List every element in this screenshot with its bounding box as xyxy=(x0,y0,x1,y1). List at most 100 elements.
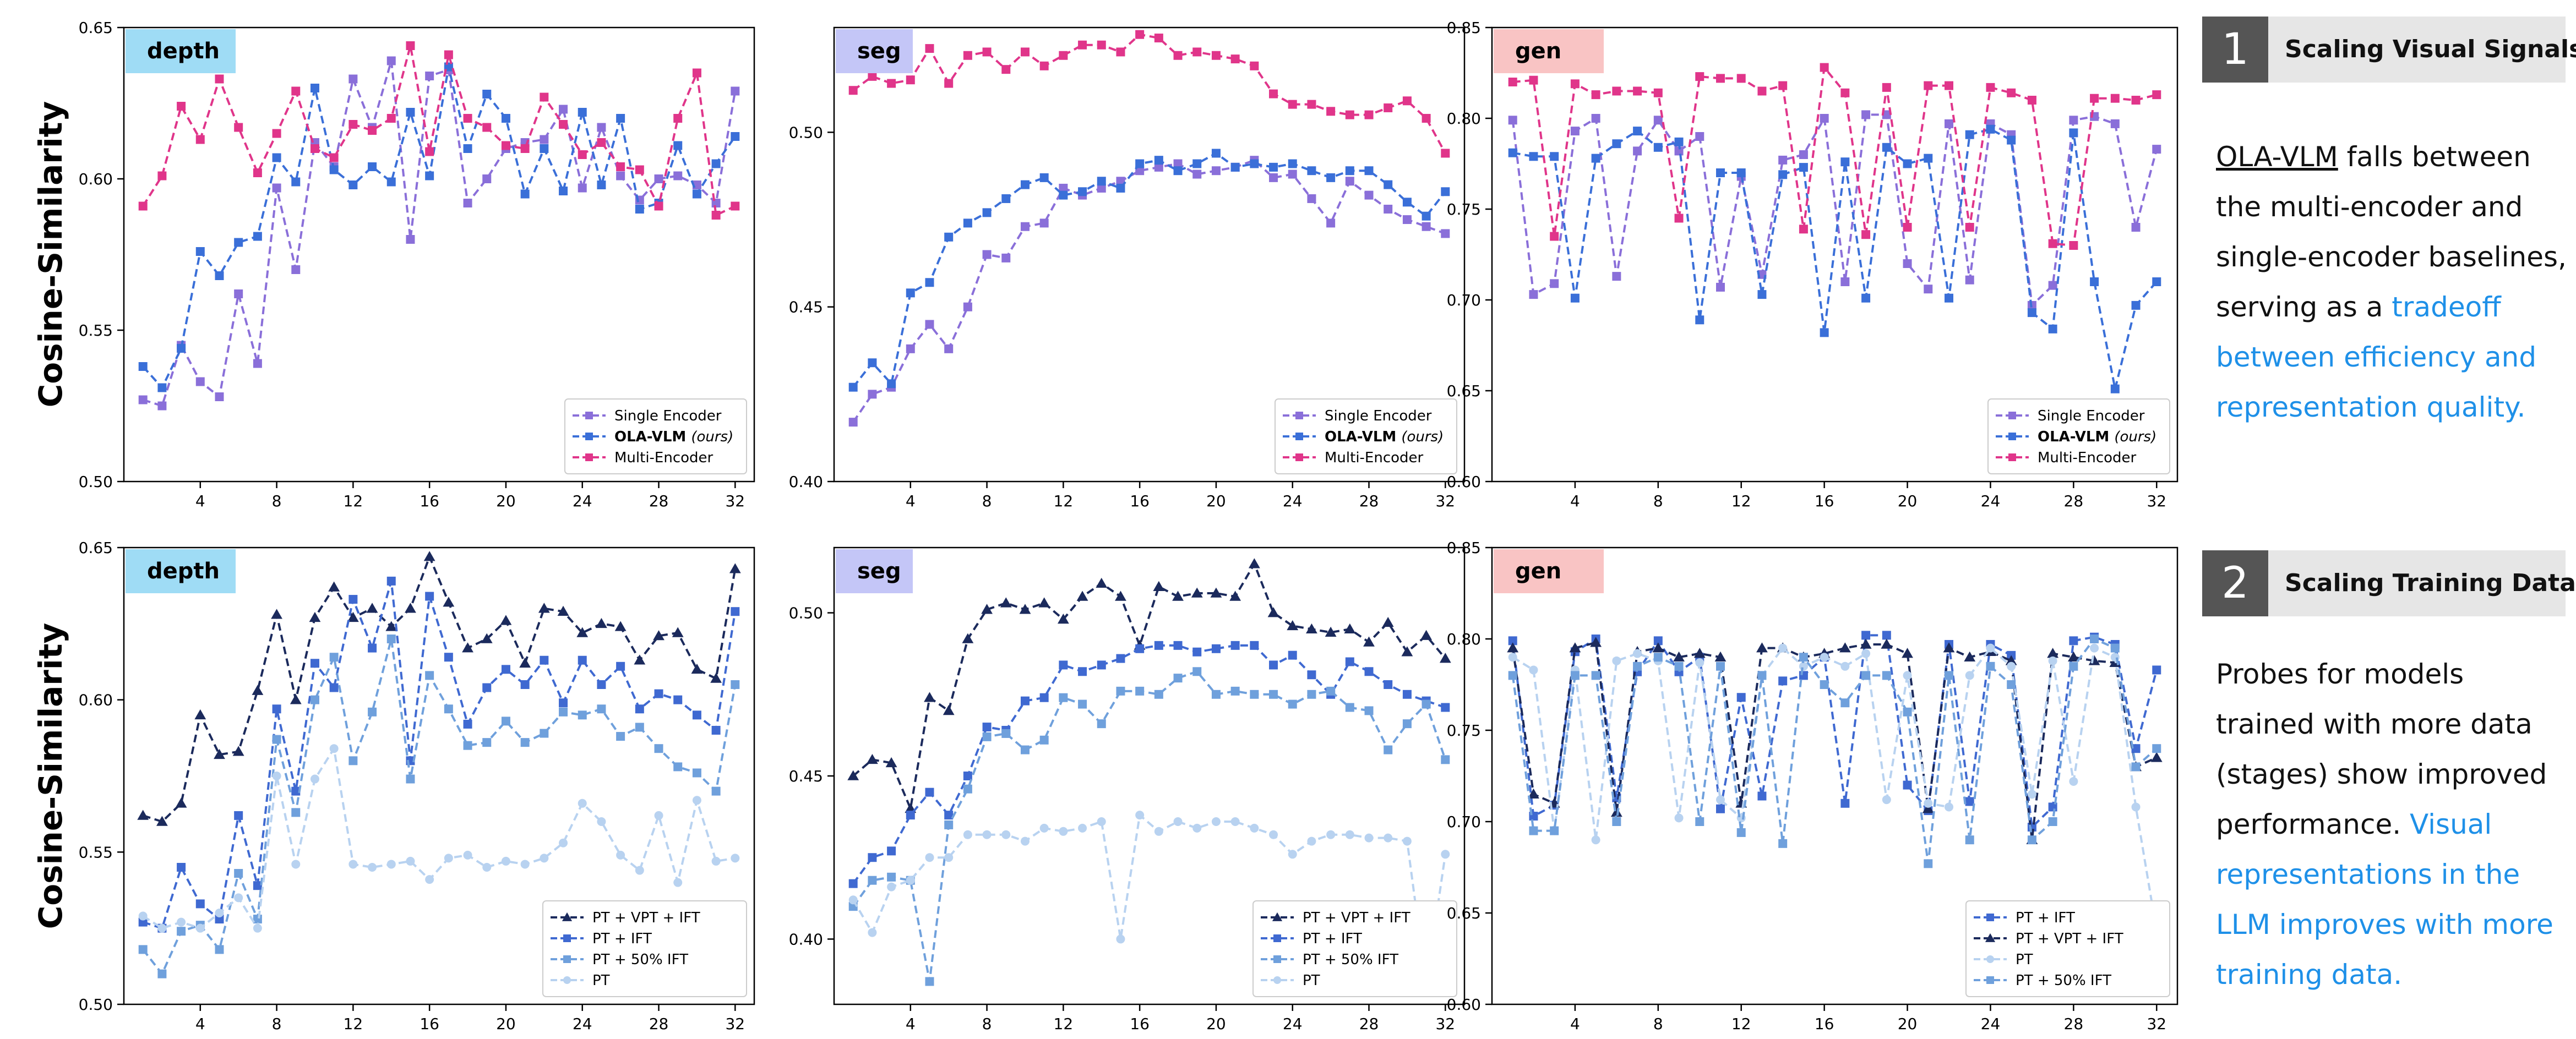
info-text-segment: tradeoff between efficiency and represen… xyxy=(2216,291,2537,423)
legend-entry: PT + 50% IFT xyxy=(1303,951,1398,968)
series-pt-ift xyxy=(138,576,740,933)
data-point xyxy=(290,694,302,704)
data-point xyxy=(1116,183,1125,193)
data-point xyxy=(1020,222,1030,231)
y-axis-label: Cosine-Similarity xyxy=(32,101,69,408)
data-point xyxy=(386,576,396,586)
data-point xyxy=(1078,40,1087,50)
data-point xyxy=(1306,623,1317,634)
data-point xyxy=(2152,744,2161,753)
data-point xyxy=(2131,762,2141,772)
data-point xyxy=(1840,88,1850,97)
data-point xyxy=(1550,232,1559,241)
data-point xyxy=(194,709,206,720)
data-point xyxy=(1269,690,1278,699)
data-point xyxy=(692,710,701,720)
data-point xyxy=(692,768,701,778)
data-point xyxy=(253,232,262,241)
y-tick-label: 0.40 xyxy=(789,930,823,948)
chart-panel-gen: 0.60 0.65 0.70 0.75 0.80 0.85 4 8 12 16 20 24 28 32 ge… xyxy=(1447,19,2179,510)
data-point xyxy=(692,68,701,78)
data-point xyxy=(2048,656,2057,665)
data-point xyxy=(463,850,472,860)
data-point xyxy=(138,945,148,954)
data-point xyxy=(463,719,472,729)
data-point xyxy=(1861,110,1871,119)
x-tick-label: 8 xyxy=(1653,1015,1663,1033)
data-point xyxy=(635,866,644,875)
data-point xyxy=(1364,110,1374,119)
data-point xyxy=(481,633,493,643)
data-point xyxy=(1211,51,1221,60)
data-point xyxy=(425,671,434,680)
data-point xyxy=(348,181,358,189)
data-point xyxy=(906,75,915,85)
data-point xyxy=(520,680,530,689)
data-point xyxy=(482,738,492,747)
data-point xyxy=(848,86,858,95)
data-point xyxy=(1965,671,1974,680)
data-point xyxy=(1345,703,1354,712)
data-point xyxy=(1861,671,1871,680)
data-point xyxy=(2131,300,2141,310)
legend-entry: PT + IFT xyxy=(1303,931,1362,947)
data-point xyxy=(540,729,549,738)
series-ola-vlm-ours- xyxy=(138,62,740,392)
data-point xyxy=(1612,817,1621,826)
data-point xyxy=(425,72,434,80)
data-point xyxy=(272,735,281,744)
data-point xyxy=(138,201,148,211)
data-point xyxy=(310,695,319,704)
data-point xyxy=(944,811,954,820)
data-point xyxy=(1945,81,1953,90)
data-point xyxy=(944,232,954,242)
panel-tag-bg xyxy=(836,29,913,73)
data-point xyxy=(578,183,587,193)
data-point xyxy=(635,704,644,714)
data-point xyxy=(1508,636,1517,646)
legend-box xyxy=(542,900,747,997)
data-point xyxy=(1364,833,1374,843)
x-tick-label: 20 xyxy=(1206,1015,1226,1033)
data-point xyxy=(328,581,340,592)
data-point xyxy=(654,689,663,698)
data-point xyxy=(2007,661,2016,671)
data-point xyxy=(1326,830,1336,839)
data-point xyxy=(386,635,396,643)
data-point xyxy=(1695,817,1704,826)
data-point xyxy=(982,250,992,259)
x-tick-label: 24 xyxy=(1283,492,1303,510)
data-point xyxy=(501,856,510,866)
data-point xyxy=(963,772,972,780)
x-tick-label: 8 xyxy=(1653,492,1663,510)
data-point xyxy=(1799,653,1808,662)
data-point xyxy=(962,633,974,643)
data-point xyxy=(1192,667,1202,676)
data-point xyxy=(692,796,701,805)
data-point xyxy=(1693,648,1706,658)
data-point xyxy=(1591,671,1600,680)
data-point xyxy=(291,86,301,96)
data-point xyxy=(234,893,243,903)
data-point xyxy=(1441,755,1450,764)
series-multi-encoder xyxy=(138,41,740,220)
info-box-1-text: OLA-VLM falls between the multi-encoder … xyxy=(2216,132,2568,433)
data-point xyxy=(2048,324,2057,333)
x-tick-label: 8 xyxy=(982,1015,992,1033)
data-point xyxy=(1674,661,1684,671)
data-point xyxy=(1116,177,1125,186)
panel-tag-bg xyxy=(836,549,913,593)
data-point xyxy=(578,655,587,665)
legend-entry: Single Encoder xyxy=(614,408,722,424)
data-point xyxy=(906,876,915,885)
legend-marker xyxy=(585,412,593,419)
legend: Single Encoder OLA-VLM (ours) Multi-Encode… xyxy=(564,398,747,474)
data-point xyxy=(885,757,897,768)
plot-frame xyxy=(1491,546,2179,1005)
data-point xyxy=(576,627,589,637)
data-point xyxy=(616,162,625,171)
legend-marker xyxy=(563,976,571,984)
data-point xyxy=(1633,649,1642,658)
data-point xyxy=(944,853,954,862)
x-tick-label: 4 xyxy=(1570,1015,1580,1033)
